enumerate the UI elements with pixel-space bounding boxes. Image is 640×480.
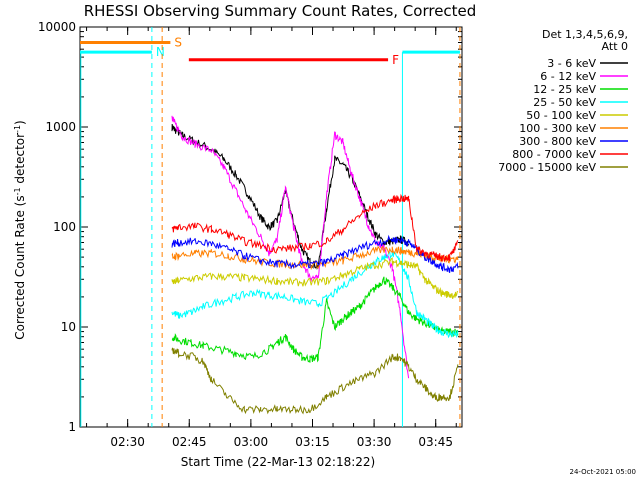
legend-label: 25 - 50 keV: [533, 96, 596, 109]
series-line-2: [171, 276, 459, 363]
y-axis-label-sup2: -1: [13, 125, 22, 133]
series-line-1: [171, 115, 410, 379]
legend-title-1: Det 1,3,4,5,6,9,: [542, 28, 628, 41]
y-tick-label: 1000: [45, 120, 76, 134]
state-bar-layer: SN F: [80, 27, 461, 427]
y-axis-label-mid: detector: [13, 133, 27, 188]
y-axis-label: Corrected Count Rate (s-1 detector-1): [13, 120, 28, 339]
series-line-3: [171, 249, 459, 339]
legend-label: 50 - 100 keV: [526, 109, 596, 122]
y-tick-label: 1: [68, 420, 76, 434]
y-axis-label-end: ): [13, 120, 27, 125]
x-tick-label: 03:45: [418, 435, 453, 449]
legend-label: 7000 - 15000 keV: [498, 161, 596, 174]
legend-label: 6 - 12 keV: [540, 70, 596, 83]
x-tick-label: 03:00: [234, 435, 269, 449]
y-axis-label-main: Corrected Count Rate (s: [13, 195, 27, 339]
footer-timestamp: 24-Oct-2021 05:00: [570, 468, 636, 476]
x-tick-label: 02:45: [172, 435, 207, 449]
series-line-7: [171, 193, 459, 263]
y-tick-label: 10: [61, 320, 76, 334]
y-tick-label: 10000: [38, 20, 76, 34]
x-tick-label: 03:30: [357, 435, 392, 449]
y-tick-label: 100: [53, 220, 76, 234]
legend-label: 3 - 6 keV: [547, 57, 596, 70]
legend-title-2: Att 0: [602, 40, 628, 53]
legend-label: 100 - 300 keV: [519, 122, 596, 135]
x-tick-label: 03:15: [295, 435, 330, 449]
legend-label: 300 - 800 keV: [519, 135, 596, 148]
state-bar-label: F: [392, 53, 399, 67]
x-axis-label: Start Time (22-Mar-13 02:18:22): [181, 455, 375, 469]
legend-label: 12 - 25 keV: [533, 83, 596, 96]
legend-label: 800 - 7000 keV: [512, 148, 596, 161]
state-bar-label: N: [156, 45, 165, 59]
chart-title: RHESSI Observing Summary Count Rates, Co…: [84, 2, 477, 20]
y-axis-label-sup1: -1: [13, 187, 22, 195]
series-line-0: [171, 123, 410, 271]
series-line-4: [171, 257, 459, 299]
x-tick-label: 02:30: [110, 435, 145, 449]
series-layer: [171, 115, 459, 415]
state-bar-label: S: [174, 35, 182, 49]
tick-layer: 1 10 100 1000 10000 02:30 02:45 03:00 03:15 03:30…: [38, 20, 462, 449]
series-line-8: [171, 347, 459, 415]
